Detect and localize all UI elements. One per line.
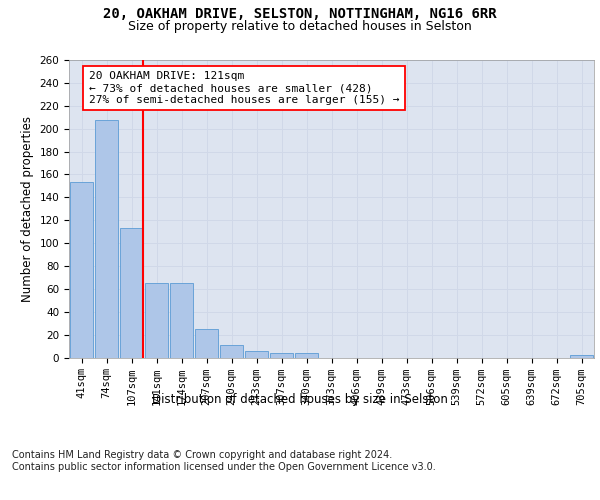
Bar [570, 355, 593, 358]
Text: Size of property relative to detached houses in Selston: Size of property relative to detached ho… [128, 20, 472, 33]
Bar [120, 228, 143, 358]
Bar [70, 182, 93, 358]
Bar [245, 350, 268, 358]
Bar [145, 283, 168, 358]
Text: Contains HM Land Registry data © Crown copyright and database right 2024.
Contai: Contains HM Land Registry data © Crown c… [12, 450, 436, 471]
Bar [220, 345, 243, 358]
Text: 20 OAKHAM DRIVE: 121sqm
← 73% of detached houses are smaller (428)
27% of semi-d: 20 OAKHAM DRIVE: 121sqm ← 73% of detache… [89, 72, 400, 104]
Text: 20, OAKHAM DRIVE, SELSTON, NOTTINGHAM, NG16 6RR: 20, OAKHAM DRIVE, SELSTON, NOTTINGHAM, N… [103, 8, 497, 22]
Text: Distribution of detached houses by size in Selston: Distribution of detached houses by size … [152, 392, 448, 406]
Bar [270, 353, 293, 358]
Bar [295, 353, 318, 358]
Bar [95, 120, 118, 358]
Bar [170, 283, 193, 358]
Y-axis label: Number of detached properties: Number of detached properties [21, 116, 34, 302]
Bar [195, 329, 218, 358]
